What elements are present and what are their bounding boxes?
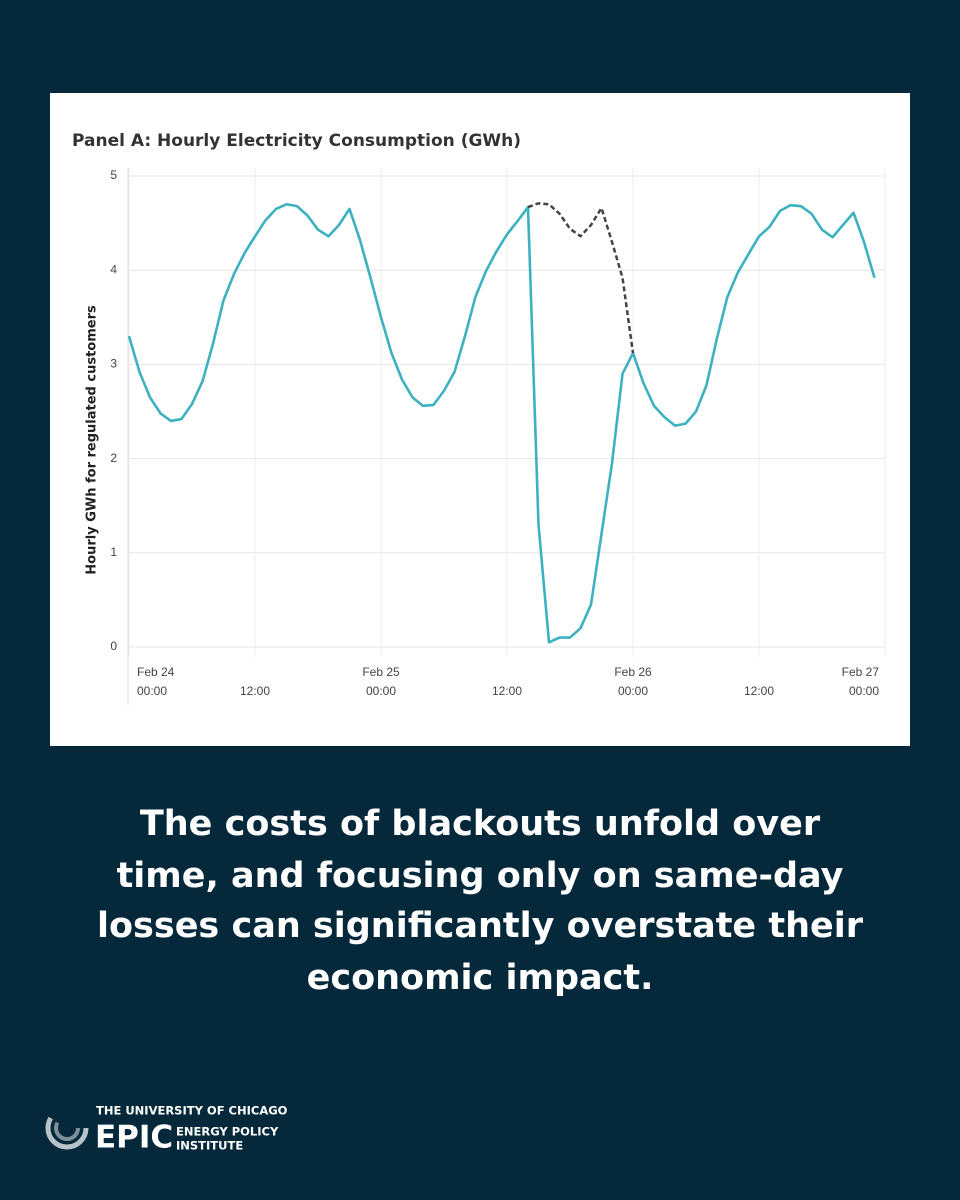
logo: THE UNIVERSITY OF CHICAGO EPIC ENERGY PO… bbox=[45, 1104, 288, 1156]
y-tick-label: 5 bbox=[110, 168, 117, 182]
logo-name: EPIC bbox=[95, 1120, 173, 1156]
x-tick-label: Feb 27 bbox=[842, 665, 880, 679]
x-tick-label: 00:00 bbox=[618, 684, 648, 698]
caption-line: The costs of blackouts unfold over bbox=[139, 804, 821, 844]
y-tick-label: 3 bbox=[110, 357, 117, 371]
y-tick-label: 2 bbox=[110, 451, 117, 465]
logo-university: THE UNIVERSITY OF CHICAGO bbox=[96, 1104, 288, 1118]
y-axis-label: Hourly GWh for regulated customers bbox=[85, 305, 100, 575]
x-tick-label: Feb 24 bbox=[137, 665, 175, 679]
line-series bbox=[527, 202, 635, 354]
caption-line: losses can significantly overstate their bbox=[96, 906, 864, 946]
caption-line: time, and focusing only on same-day bbox=[116, 856, 844, 896]
x-tick-label: 12:00 bbox=[492, 684, 522, 698]
x-tick-label: 00:00 bbox=[849, 684, 879, 698]
chart-title: Panel A: Hourly Electricity Consumption … bbox=[72, 131, 521, 151]
x-tick-label: Feb 26 bbox=[614, 665, 652, 679]
caption-line: economic impact. bbox=[306, 958, 654, 998]
logo-line1: ENERGY POLICY bbox=[176, 1125, 279, 1139]
logo-icon bbox=[45, 1106, 89, 1150]
y-tick-label: 4 bbox=[110, 262, 117, 276]
grid bbox=[128, 168, 886, 657]
y-tick-label: 0 bbox=[110, 639, 117, 653]
x-tick-label: 00:00 bbox=[366, 684, 396, 698]
line-series bbox=[127, 202, 876, 644]
x-tick-label: Feb 25 bbox=[362, 665, 400, 679]
logo-icon-inner bbox=[54, 1115, 80, 1141]
x-tick-label: 12:00 bbox=[240, 684, 270, 698]
x-tick-label: 00:00 bbox=[137, 684, 167, 698]
x-tick-label: 12:00 bbox=[744, 684, 774, 698]
logo-line2: INSTITUTE bbox=[176, 1139, 243, 1153]
y-tick-label: 1 bbox=[110, 545, 117, 559]
chart-panel bbox=[50, 93, 910, 746]
